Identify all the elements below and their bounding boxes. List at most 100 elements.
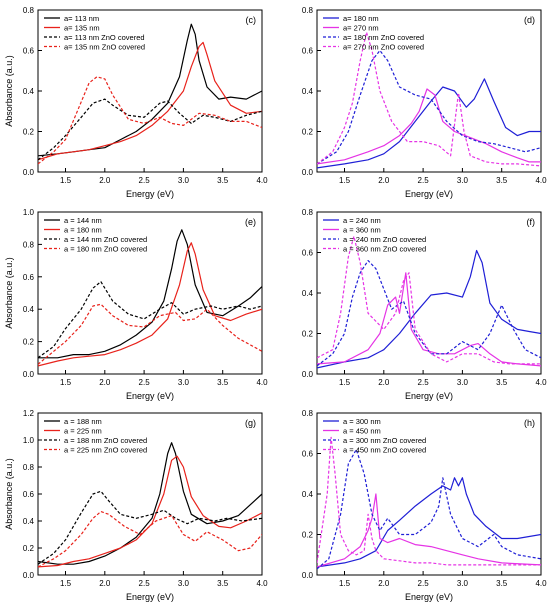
legend-entry: a = 300 nm ZnO covered (343, 436, 426, 445)
chart-panel-5: 1.5 2.0 2.5 3.0 3.5 4.0 0.0 0.2 0.4 0.6 0.8 1.0 1.2 E… (4, 409, 268, 602)
series-line-3 (317, 49, 541, 165)
y-tick-label: 1.0 (23, 436, 35, 445)
x-tick-label: 2.5 (139, 579, 151, 588)
series-line-3 (38, 281, 262, 359)
legend-entry: a = 300 nm (343, 417, 381, 426)
x-tick-label: 4.0 (256, 378, 268, 387)
x-tick-label: 3.5 (217, 579, 229, 588)
legend-entry: a= 180 nm (343, 14, 379, 23)
x-tick-label: 2.5 (139, 176, 151, 185)
x-tick-label: 4.0 (256, 176, 268, 185)
legend-entry: a = 225 nm (64, 427, 102, 436)
series-line-3 (38, 490, 262, 565)
x-tick-label: 4.0 (535, 579, 547, 588)
y-tick-label: 0.0 (302, 571, 314, 580)
legend-entry: a= 270 nm (343, 24, 379, 33)
x-tick-label: 3.5 (496, 176, 508, 185)
legend-entry: a = 240 nm (343, 216, 381, 225)
legend-entry: a= 113 nm ZnO covered (64, 33, 145, 42)
x-tick-label: 1.5 (60, 378, 72, 387)
series-line-3 (317, 260, 541, 367)
y-tick-label: 0.2 (302, 531, 314, 540)
legend-entry: a= 135 nm ZnO covered (64, 43, 145, 52)
panel-label: (e) (245, 217, 256, 227)
x-tick-label: 1.5 (60, 579, 72, 588)
legend-entry: a = 144 nm (64, 216, 102, 225)
legend-entry: a= 113 nm (64, 14, 99, 23)
x-tick-label: 2.0 (99, 579, 111, 588)
legend-entry: a = 180 nm ZnO covered (64, 245, 147, 254)
y-axis-title: Absorbance (a.u.) (4, 458, 14, 530)
chart-panel-6: 1.5 2.0 2.5 3.0 3.5 4.0 0.0 0.2 0.4 0.6 0.8 Energy … (302, 409, 547, 602)
series-line-4 (317, 31, 541, 167)
legend-entry: a = 225 nm ZnO covered (64, 446, 147, 455)
y-tick-label: 0.8 (302, 208, 314, 217)
x-tick-label: 1.5 (60, 176, 72, 185)
x-tick-label: 3.0 (457, 579, 469, 588)
x-tick-label: 3.0 (178, 579, 190, 588)
series-line-3 (38, 98, 262, 161)
x-tick-label: 3.0 (457, 378, 469, 387)
series-line-2 (38, 455, 262, 568)
legend-entry: a = 240 nm ZnO covered (343, 235, 426, 244)
y-tick-label: 0.0 (23, 168, 35, 177)
x-tick-label: 3.5 (217, 176, 229, 185)
y-tick-label: 0.8 (23, 240, 35, 249)
series-line-1 (317, 249, 541, 369)
x-tick-label: 2.0 (378, 378, 390, 387)
x-tick-label: 3.5 (496, 579, 508, 588)
y-axis-title: Absorbance (a.u.) (4, 257, 14, 329)
legend-entry: a = 144 nm ZnO covered (64, 235, 147, 244)
legend-entry: a = 188 nm (64, 417, 102, 426)
x-axis-title: Energy (eV) (405, 592, 453, 602)
x-tick-label: 2.0 (378, 579, 390, 588)
panel-label: (c) (246, 15, 257, 25)
y-tick-label: 0.4 (302, 490, 314, 499)
x-tick-label: 4.0 (535, 176, 547, 185)
series-line-4 (38, 511, 262, 568)
chart-panel-4: 1.5 2.0 2.5 3.0 3.5 4.0 0.0 0.2 0.4 0.6 0.8 Energy … (302, 208, 547, 401)
x-tick-label: 2.5 (418, 176, 430, 185)
y-tick-label: 0.8 (302, 6, 314, 15)
series-line-2 (317, 493, 541, 568)
y-tick-label: 0.0 (302, 370, 314, 379)
panel-label: (h) (524, 418, 535, 428)
y-tick-label: 0.2 (302, 128, 314, 137)
x-tick-label: 2.0 (99, 378, 111, 387)
y-tick-label: 0.4 (23, 517, 35, 526)
y-tick-label: 0.8 (23, 463, 35, 472)
series-line-1 (38, 229, 262, 359)
x-tick-label: 4.0 (256, 579, 268, 588)
legend-entry: a = 360 nm (343, 226, 381, 235)
legend-entry: a= 180 nm ZnO covered (343, 33, 424, 42)
y-tick-label: 1.0 (23, 208, 35, 217)
legend-entry: a = 450 nm (343, 427, 381, 436)
series-line-2 (317, 88, 541, 165)
series-line-1 (38, 442, 262, 565)
chart-panel-2: 1.5 2.0 2.5 3.0 3.5 4.0 0.0 0.2 0.4 0.6 0.8 Energy … (302, 6, 547, 199)
x-axis-title: Energy (eV) (126, 592, 174, 602)
y-tick-label: 0.2 (23, 338, 35, 347)
x-tick-label: 2.0 (99, 176, 111, 185)
plot-frame (37, 211, 263, 375)
series-line-1 (317, 477, 541, 568)
series-line-2 (38, 242, 262, 367)
y-tick-label: 0.4 (23, 87, 35, 96)
x-tick-label: 3.0 (457, 176, 469, 185)
legend-entry: a = 188 nm ZnO covered (64, 436, 147, 445)
x-tick-label: 1.5 (339, 176, 351, 185)
x-tick-label: 2.0 (378, 176, 390, 185)
x-tick-label: 2.5 (418, 378, 430, 387)
x-axis-title: Energy (eV) (126, 189, 174, 199)
y-tick-label: 0.6 (23, 47, 35, 56)
y-tick-label: 0.6 (23, 490, 35, 499)
y-tick-label: 0.2 (23, 544, 35, 553)
y-tick-label: 0.8 (23, 6, 35, 15)
x-axis-title: Energy (eV) (405, 189, 453, 199)
y-axis-title: Absorbance (a.u.) (4, 55, 14, 127)
legend-entry: a = 450 nm ZnO covered (343, 446, 426, 455)
x-axis-title: Energy (eV) (405, 391, 453, 401)
legend-entry: a= 135 nm (64, 24, 100, 33)
x-tick-label: 1.5 (339, 378, 351, 387)
legend-entry: a = 360 nm ZnO covered (343, 245, 426, 254)
